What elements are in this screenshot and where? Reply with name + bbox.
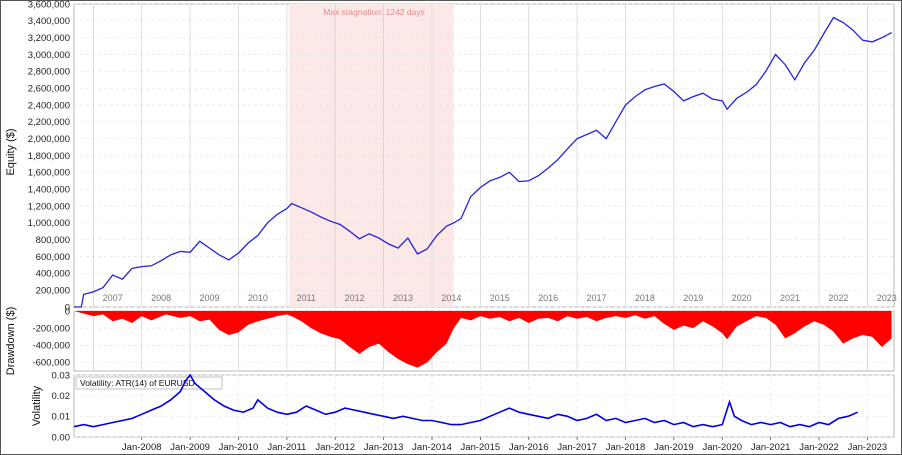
equity-y-tick-label: 2,000,000 xyxy=(28,134,70,145)
volatility-y-tick-label: 0.02 xyxy=(52,391,71,402)
equity-year-label: 2010 xyxy=(248,293,268,303)
volatility-x-tick-label: Jan-2008 xyxy=(122,442,162,453)
equity-y-tick-label: 2,400,000 xyxy=(28,100,70,111)
volatility-y-tick-labels: 0.00 0.01 0.02 0.03 xyxy=(52,370,71,443)
equity-y-tick-label: 2,600,000 xyxy=(28,83,70,94)
volatility-x-tick-label: Jan-2011 xyxy=(267,442,306,453)
drawdown-area xyxy=(74,311,892,368)
equity-year-label: 2013 xyxy=(393,293,413,303)
volatility-y-tick-label: 0.03 xyxy=(52,370,71,381)
drawdown-plot-area xyxy=(73,310,895,372)
volatility-x-tick-label: Jan-2017 xyxy=(557,442,597,453)
equity-y-tick-label: 800,000 xyxy=(36,235,70,246)
drawdown-panel: 0 -200,000 -400,000 -600,000 Drawdown ($) xyxy=(5,306,895,375)
equity-year-label: 2014 xyxy=(441,293,461,303)
equity-y-tick-label: 1,200,000 xyxy=(28,201,70,212)
volatility-panel: 0.00 0.01 0.02 0.03 Jan-2008 Jan-2009 Jan-201… xyxy=(31,370,895,453)
volatility-x-tick-label: Jan-2023 xyxy=(848,442,888,453)
volatility-x-tick-label: Jan-2014 xyxy=(412,442,452,453)
volatility-x-tick-label: Jan-2022 xyxy=(799,442,839,453)
volatility-x-tick-label: Jan-2019 xyxy=(654,442,694,453)
equity-y-tick-label: 3,000,000 xyxy=(28,50,70,61)
equity-year-label: 2021 xyxy=(780,293,800,303)
volatility-y-axis-label: Volatility xyxy=(31,385,43,426)
equity-year-label: 2011 xyxy=(297,293,316,303)
equity-year-label: 2017 xyxy=(586,293,606,303)
drawdown-y-tick-label: -200,000 xyxy=(32,323,70,334)
equity-year-label: 2016 xyxy=(538,293,558,303)
equity-year-label: 2022 xyxy=(828,293,848,303)
equity-y-tick-label: 3,200,000 xyxy=(28,33,70,44)
equity-y-tick-label: 0 xyxy=(65,302,70,313)
equity-year-label: 2012 xyxy=(345,293,365,303)
equity-line xyxy=(74,16,892,308)
equity-year-label: 2015 xyxy=(490,293,510,303)
equity-year-label: 2009 xyxy=(199,293,219,303)
volatility-x-tick-label: Jan-2018 xyxy=(606,442,646,453)
equity-y-tick-label: 2,200,000 xyxy=(28,117,70,128)
volatility-gridlines xyxy=(74,374,894,440)
equity-year-label: 2023 xyxy=(877,293,897,303)
volatility-x-tick-labels: Jan-2008 Jan-2009 Jan-2010 Jan-2011 Jan-2012… xyxy=(122,442,887,453)
equity-y-tick-label: 1,400,000 xyxy=(28,184,70,195)
equity-y-tick-label: 600,000 xyxy=(36,252,70,263)
volatility-x-tick-label: Jan-2015 xyxy=(461,442,501,453)
drawdown-y-tick-label: -600,000 xyxy=(32,358,70,369)
equity-y-tick-label: 400,000 xyxy=(36,269,70,280)
equity-y-tick-label: 200,000 xyxy=(36,285,70,296)
volatility-y-tick-label: 0.01 xyxy=(52,412,71,423)
equity-year-label: 2007 xyxy=(103,293,123,303)
equity-year-label: 2008 xyxy=(151,293,171,303)
volatility-y-tick-label: 0.00 xyxy=(52,432,71,443)
equity-gridlines xyxy=(74,3,894,308)
volatility-x-tick-label: Jan-2020 xyxy=(702,442,742,453)
drawdown-y-tick-label: -400,000 xyxy=(32,341,70,352)
equity-y-tick-label: 2,800,000 xyxy=(28,67,70,78)
volatility-title: Volatility: ATR(14) of EURUSD xyxy=(80,378,195,388)
equity-panel: 0 200,000 400,000 600,000 800,000 1,000,000 1,… xyxy=(5,0,897,313)
equity-year-label: 2020 xyxy=(732,293,752,303)
equity-y-tick-label: 1,800,000 xyxy=(28,151,70,162)
equity-y-tick-label: 3,400,000 xyxy=(28,16,70,27)
equity-year-label: 2019 xyxy=(683,293,703,303)
volatility-x-tick-label: Jan-2021 xyxy=(751,442,791,453)
volatility-x-tick-label: Jan-2009 xyxy=(170,442,210,453)
drawdown-y-axis-label: Drawdown ($) xyxy=(5,307,17,375)
drawdown-y-tick-labels: 0 -200,000 -400,000 -600,000 xyxy=(32,306,70,368)
equity-year-label: 2018 xyxy=(635,293,655,303)
volatility-x-tick-label: Jan-2013 xyxy=(364,442,404,453)
volatility-x-tick-label: Jan-2016 xyxy=(509,442,549,453)
volatility-x-tick-label: Jan-2010 xyxy=(219,442,259,453)
equity-y-axis-label: Equity ($) xyxy=(5,128,17,175)
volatility-x-tick-label: Jan-2012 xyxy=(315,442,355,453)
equity-year-labels: 2007 2008 2009 2010 2011 2012 2013 2014 2015 2016… xyxy=(103,293,897,303)
equity-y-tick-label: 1,600,000 xyxy=(28,168,70,179)
equity-y-tick-label: 1,000,000 xyxy=(28,218,70,229)
drawdown-y-tick-label: 0 xyxy=(65,306,70,317)
equity-y-tick-label: 3,600,000 xyxy=(28,0,70,10)
volatility-line xyxy=(73,373,859,428)
equity-y-tick-labels: 0 200,000 400,000 600,000 800,000 1,000,000 1,… xyxy=(28,0,70,313)
stagnation-annotation: Max stagnation: 1242 days xyxy=(323,7,425,17)
